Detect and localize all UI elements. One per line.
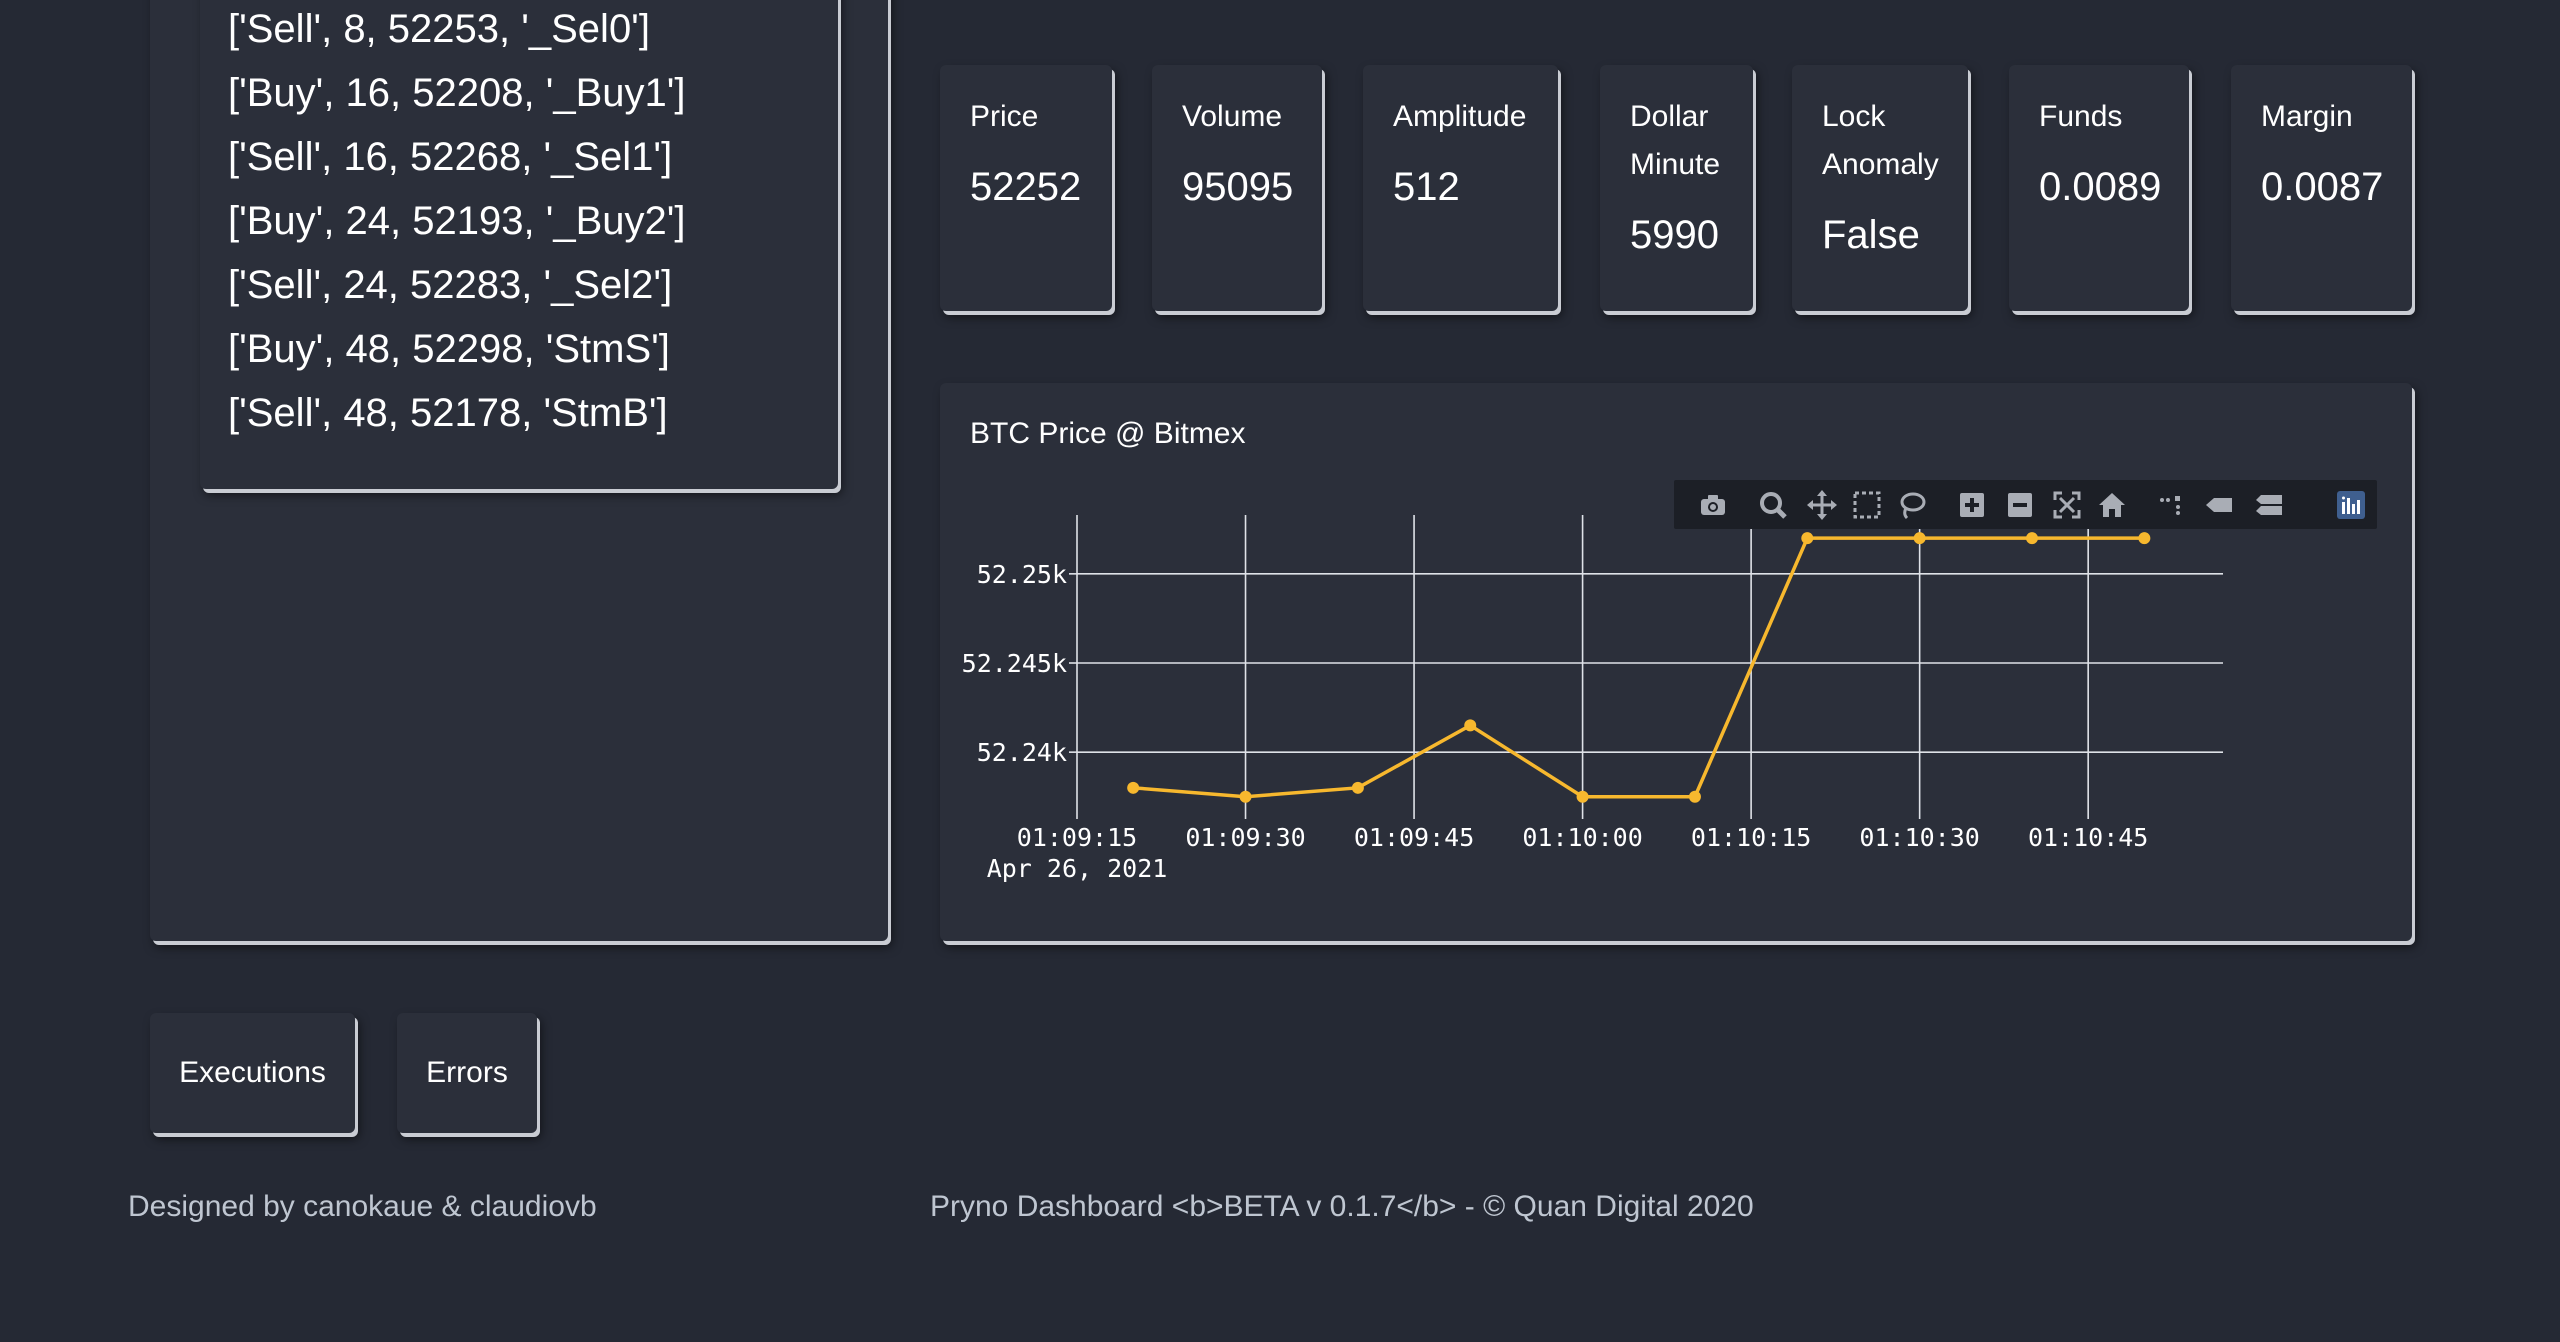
reset-axes-icon[interactable] [2097,490,2127,520]
errors-button[interactable]: Errors [397,1013,537,1133]
camera-icon[interactable] [1698,490,1728,520]
x-tick-label: 01:10:00 [1522,823,1642,852]
x-tick-label: 01:10:45 [2028,823,2148,852]
price-data-point [2138,532,2151,545]
order-entry: ['Sell', 24, 52283, '_Sel2'] [228,263,673,307]
dashboard-version-credit: Pryno Dashboard <b>BETA v 0.1.7</b> - © … [930,1190,1754,1223]
stat-label-line: Lock [1822,100,1886,133]
btc-price-chart-card: BTC Price @ Bitmex 01:09:15 Apr 26, 2021 0… [940,383,2412,941]
x-tick-label: 01:10:15 [1691,823,1811,852]
plotly-logo-icon[interactable] [2336,490,2366,520]
price-data-point [1688,790,1701,803]
order-entry: ['Buy', 16, 52208, '_Buy1'] [228,71,686,115]
order-entry: ['Buy', 48, 52298, 'StmS'] [228,327,670,371]
price-data-point [1239,790,1252,803]
autoscale-icon[interactable] [2052,490,2082,520]
designed-by-credit: Designed by canokaue & claudiovb [128,1190,597,1223]
stat-card-funds: Funds 0.0089 [2009,65,2189,311]
stat-card-lock-anomaly: Lock Anomaly False [1792,65,1968,311]
stat-label-line: Minute [1630,148,1721,181]
spike-lines-icon[interactable] [2157,490,2187,520]
hover-closest-icon[interactable] [2204,490,2234,520]
chart-title: BTC Price @ Bitmex [970,417,1246,450]
chart-modebar [1674,480,2377,529]
stat-value: False [1822,213,1920,257]
stat-label: Lock Anomaly [1822,93,1939,189]
stat-card-volume: Volume 95095 [1152,65,1322,311]
price-series-line [1133,536,2145,799]
stat-label: Volume [1182,100,1283,133]
stat-card-margin: Margin 0.0087 [2231,65,2412,311]
stat-label: Dollar Minute [1630,93,1720,189]
y-tick-label: 52.25k [977,560,1067,589]
stat-label-line: Dollar [1630,100,1709,133]
x-tick-label: 01:09:30 [1185,823,1305,852]
order-entry: ['Sell', 8, 52253, '_Sel0'] [228,7,650,51]
price-data-point [1576,790,1589,803]
y-tick-label: 52.245k [962,649,1067,678]
price-data-point [1913,532,1926,545]
orders-list-card [200,0,838,489]
price-data-point [1351,781,1364,794]
stat-label-line: Anomaly [1822,148,1939,181]
stat-value: 52252 [970,165,1082,209]
stat-label: Amplitude [1393,100,1527,133]
stat-value: 0.0087 [2261,165,2384,209]
stat-value: 5990 [1630,213,1719,257]
price-data-point [1801,532,1814,545]
zoom-out-icon[interactable] [2005,490,2035,520]
pan-icon[interactable] [1807,490,1837,520]
order-entry: ['Sell', 16, 52268, '_Sel1'] [228,135,673,179]
stat-label: Margin [2261,100,2353,133]
stat-value: 0.0089 [2039,165,2162,209]
x-tick-label: 01:10:30 [1859,823,1979,852]
price-data-point [1127,781,1140,794]
price-data-point [1464,719,1477,732]
zoom-in-icon[interactable] [1957,490,1987,520]
stat-card-amplitude: Amplitude 512 [1363,65,1558,311]
y-tick-label: 52.24k [977,738,1067,767]
order-entry: ['Buy', 24, 52193, '_Buy2'] [228,199,686,243]
order-entry: ['Sell', 48, 52178, 'StmB'] [228,391,668,435]
x-tick-label: 01:09:45 [1354,823,1474,852]
executions-button[interactable]: Executions [150,1013,355,1133]
hover-compare-icon[interactable] [2254,490,2284,520]
x-tick-label: 01:09:15 [1017,823,1137,852]
stat-label: Funds [2039,100,2123,133]
price-data-point [2026,532,2038,545]
box-select-icon[interactable] [1852,490,1882,520]
stat-card-dollar-minute: Dollar Minute 5990 [1600,65,1753,311]
stat-value: 512 [1393,165,1460,209]
lasso-icon[interactable] [1897,490,1927,520]
stat-card-price: Price 52252 [940,65,1112,311]
stat-value: 95095 [1182,165,1294,209]
x-tick-date-label: Apr 26, 2021 [987,854,1168,883]
stat-label: Price [970,100,1039,133]
zoom-icon[interactable] [1758,490,1788,520]
